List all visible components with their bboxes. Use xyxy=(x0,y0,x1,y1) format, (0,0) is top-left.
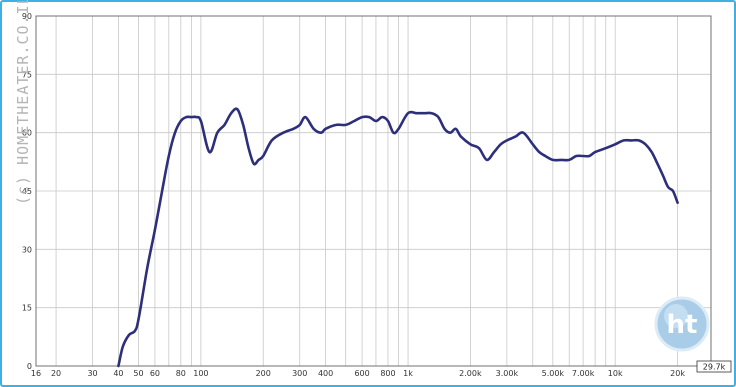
x-end-readout: 29.7k xyxy=(696,360,732,373)
y-tick-label: 60 xyxy=(22,129,32,138)
x-tick-label: 3.00k xyxy=(496,369,519,378)
y-tick-label: 15 xyxy=(22,304,32,313)
y-tick-label: 75 xyxy=(22,70,32,79)
x-tick-label: 30 xyxy=(87,369,97,378)
watermark-text: (c) HOMETHEATER.CO.IL xyxy=(14,0,32,205)
x-tick-label: 16 xyxy=(31,369,41,378)
y-tick-label: 90 xyxy=(22,12,32,21)
frequency-response-line xyxy=(117,107,679,368)
x-tick-label: 300 xyxy=(292,369,307,378)
x-tick-label: 800 xyxy=(380,369,395,378)
grid xyxy=(36,15,711,367)
y-tick-label: 30 xyxy=(22,245,32,254)
x-tick-label: 40 xyxy=(113,369,123,378)
x-tick-label: 20 xyxy=(51,369,61,378)
readout-text: 29.7k xyxy=(703,363,726,372)
plot-border xyxy=(35,15,712,367)
logo-highlight xyxy=(664,304,688,328)
x-tick-label: 10k xyxy=(608,369,623,378)
overlays: (c) HOMETHEATER.CO.IL ht 29.7k xyxy=(14,0,732,373)
x-tick-label: 7.00k xyxy=(572,369,595,378)
x-tick-label: 20k xyxy=(670,369,685,378)
ht-logo: ht xyxy=(654,296,710,352)
x-tick-label: 50 xyxy=(133,369,143,378)
logo-text: ht xyxy=(667,310,698,340)
x-tick-label: 60 xyxy=(150,369,160,378)
tick-labels: 16 20 30 40 50 60 80 100 200 300 400 600 800 1k 2.00k 3… xyxy=(22,12,686,378)
y-tick-label: 0 xyxy=(27,362,32,371)
x-tick-label: 400 xyxy=(318,369,333,378)
axes xyxy=(35,15,712,367)
readout-frame xyxy=(696,360,732,373)
series-layer xyxy=(117,107,679,368)
x-tick-label: 2.00k xyxy=(459,369,482,378)
x-tick-label: 5.00k xyxy=(542,369,565,378)
x-tick-label: 100 xyxy=(193,369,208,378)
x-tick-label: 200 xyxy=(256,369,271,378)
x-tick-label: 80 xyxy=(176,369,186,378)
y-tick-label: 45 xyxy=(22,187,32,196)
x-tick-label: 1k xyxy=(403,369,413,378)
x-tick-label: 600 xyxy=(354,369,369,378)
